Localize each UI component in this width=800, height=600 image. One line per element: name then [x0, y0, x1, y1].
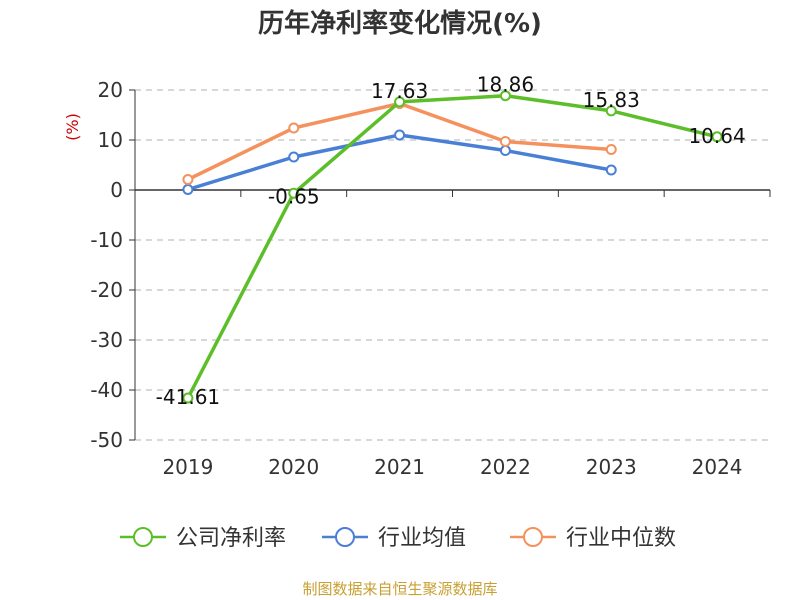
legend-label: 行业中位数	[566, 526, 676, 551]
data-point	[394, 129, 406, 141]
data-point	[711, 131, 723, 143]
grid-lines	[135, 89, 770, 441]
footer-source: 制图数据来自恒生聚源数据库	[302, 580, 497, 598]
series-line	[186, 93, 718, 399]
legend-label: 公司净利率	[176, 526, 286, 551]
data-point	[182, 174, 194, 185]
data-label: -41.61	[156, 385, 220, 409]
x-tick-label: 2024	[692, 455, 743, 479]
data-point	[288, 187, 300, 199]
data-label: 15.83	[583, 88, 640, 112]
legend-label: 行业均值	[378, 526, 466, 551]
data-point	[182, 184, 194, 195]
y-tick-label: -10	[90, 228, 123, 252]
axes: 20 10 0 -10 -20 -30 -40 -50 2019 2020 2021 2022 2023…	[90, 78, 771, 479]
legend: 公司净利率 行业均值 行业中位数	[120, 526, 676, 551]
data-label: -0.65	[268, 184, 320, 208]
data-point	[499, 136, 511, 147]
y-axis-label: (%)	[63, 113, 82, 141]
data-point	[394, 96, 406, 108]
data-point	[288, 151, 300, 163]
x-tick-label: 2022	[480, 455, 531, 479]
chart-title: 历年净利率变化情况(%)	[258, 8, 542, 39]
series-line	[187, 101, 612, 182]
y-tick-label: 20	[98, 78, 123, 102]
legend-marker	[523, 527, 543, 547]
y-tick-label: 0	[110, 178, 123, 202]
data-labels: -41.61 -0.65 17.63 18.86 15.83 10.64	[156, 73, 746, 409]
data-point	[605, 144, 617, 155]
data-point	[288, 122, 300, 134]
legend-marker	[335, 527, 355, 547]
x-tick-label: 2020	[268, 455, 319, 479]
data-point	[182, 392, 194, 404]
data-label: 18.86	[477, 73, 534, 97]
y-tick-label: -30	[90, 328, 123, 352]
data-point	[605, 164, 617, 176]
data-label: 17.63	[371, 79, 428, 103]
legend-marker	[133, 527, 153, 547]
data-point	[605, 105, 617, 117]
series-layer	[182, 90, 723, 404]
y-tick-label: -40	[90, 378, 123, 402]
data-label: 10.64	[688, 124, 745, 148]
y-tick-label: -50	[90, 428, 123, 452]
x-tick-label: 2023	[586, 455, 637, 479]
x-tick-label: 2019	[162, 455, 213, 479]
y-tick-label: -20	[90, 278, 123, 302]
data-point	[499, 90, 511, 102]
y-tick-label: 10	[98, 128, 123, 152]
x-tick-label: 2021	[374, 455, 425, 479]
data-point	[499, 145, 511, 156]
